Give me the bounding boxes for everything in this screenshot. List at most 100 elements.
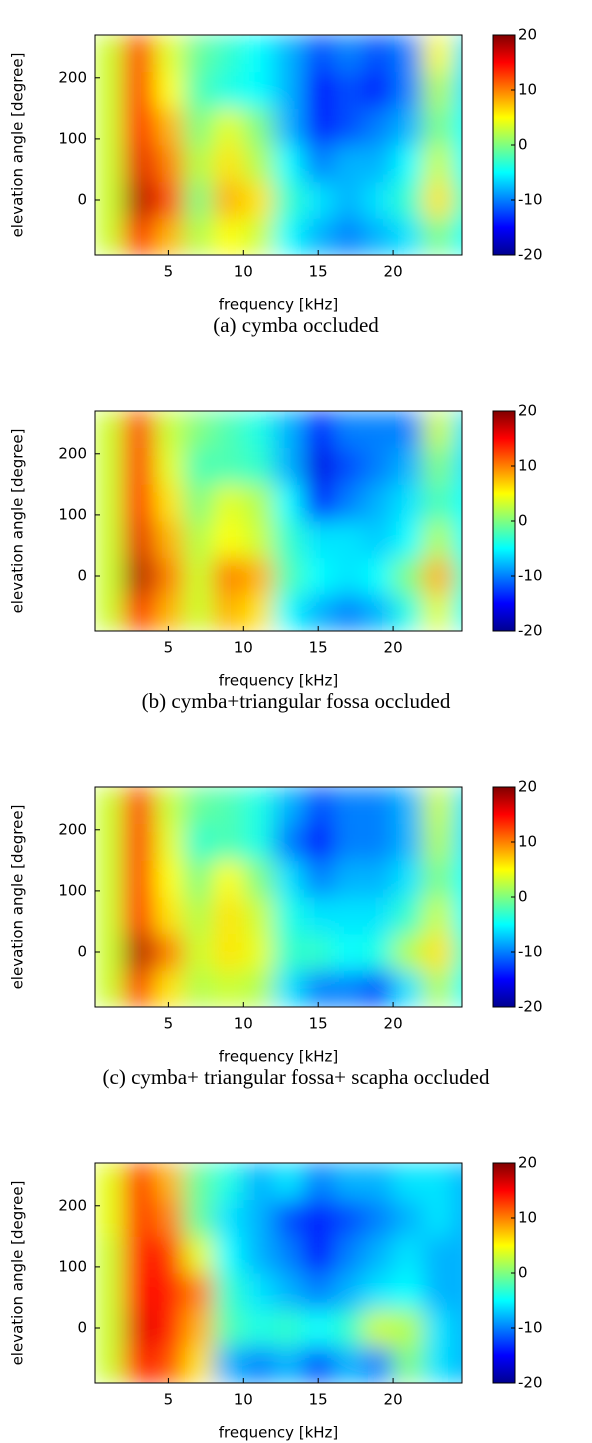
- heatmap-cell: [153, 71, 184, 109]
- heatmap-cell: [183, 145, 214, 183]
- heatmap-cell: [153, 823, 184, 861]
- heatmap-cell: [303, 860, 334, 898]
- heatmap-cell: [153, 181, 184, 219]
- heatmap-cell: [183, 181, 214, 219]
- heatmap-cell: [393, 71, 424, 109]
- colorbar-tick-label: 0: [518, 888, 528, 906]
- y-axis-label: elevation angle [degree]: [9, 805, 27, 990]
- heatmap-cell: [123, 860, 154, 898]
- heatmap-cell: [303, 823, 334, 861]
- x-tick-label: 10: [234, 639, 253, 657]
- heatmap-cell: [333, 71, 364, 109]
- x-axis-label: frequency [kHz]: [219, 1048, 339, 1066]
- colorbar-tick-label: -10: [518, 567, 543, 585]
- heatmap-cell: [303, 1346, 334, 1383]
- heatmap-cell: [453, 35, 462, 73]
- heatmap-cell: [243, 181, 274, 219]
- heatmap-cell: [363, 521, 394, 559]
- heatmap-cell: [333, 1273, 364, 1311]
- heatmap-cell: [363, 218, 394, 255]
- heatmap-cell: [213, 557, 244, 595]
- heatmap-cell: [243, 860, 274, 898]
- colorbar-tick-label: -20: [518, 1374, 543, 1392]
- heatmap-cell: [183, 897, 214, 935]
- heatmap-cell: [95, 411, 124, 449]
- heatmap-cell: [243, 71, 274, 109]
- heatmap-cell: [95, 823, 124, 861]
- heatmap-cell: [393, 1346, 424, 1383]
- heatmap-cell: [153, 1236, 184, 1274]
- heatmap-cell: [273, 35, 304, 73]
- colorbar-tick-label: -20: [518, 246, 543, 264]
- heatmap-cell: [333, 557, 364, 595]
- heatmap-cell: [453, 1199, 462, 1237]
- heatmap-cell: [363, 145, 394, 183]
- heatmap-cell: [333, 933, 364, 971]
- heatmap-cell: [123, 823, 154, 861]
- heatmap-cell: [243, 970, 274, 1007]
- x-tick-label: 5: [164, 263, 174, 281]
- x-tick-label: 15: [309, 1391, 328, 1409]
- heatmap-cell: [303, 521, 334, 559]
- heatmap-cell: [153, 933, 184, 971]
- x-tick-label: 20: [384, 1391, 403, 1409]
- heatmap-cell: [393, 181, 424, 219]
- heatmap-cell: [453, 1273, 462, 1311]
- heatmap-cell: [153, 35, 184, 73]
- heatmap-cell: [363, 594, 394, 631]
- heatmap-cell: [123, 787, 154, 825]
- heatmap-cell: [95, 1346, 124, 1383]
- heatmap-area: [95, 1163, 462, 1383]
- heatmap-cell: [303, 411, 334, 449]
- heatmap-cell: [393, 1163, 424, 1201]
- heatmap-cell: [243, 484, 274, 522]
- heatmap-cell: [453, 71, 462, 109]
- heatmap-cell: [213, 484, 244, 522]
- heatmap-cell: [123, 897, 154, 935]
- heatmap-cell: [303, 484, 334, 522]
- heatmap-cell: [153, 1309, 184, 1347]
- heatmap-cell: [213, 1199, 244, 1237]
- heatmap-cell: [423, 1163, 454, 1201]
- heatmap-cell: [333, 35, 364, 73]
- heatmap-cell: [95, 484, 124, 522]
- heatmap-cell: [123, 933, 154, 971]
- heatmap-cell: [153, 521, 184, 559]
- heatmap-cell: [243, 787, 274, 825]
- heatmap-cell: [183, 484, 214, 522]
- y-axis-label: elevation angle [degree]: [9, 429, 27, 614]
- heatmap-cell: [393, 447, 424, 485]
- heatmap-cell: [123, 1309, 154, 1347]
- heatmap-cell: [303, 71, 334, 109]
- heatmap-cell: [453, 897, 462, 935]
- heatmap-cell: [453, 411, 462, 449]
- heatmap-cell: [273, 447, 304, 485]
- heatmap-cell: [213, 594, 244, 631]
- heatmap-cell: [95, 970, 124, 1007]
- heatmap-cell: [423, 181, 454, 219]
- heatmap-cell: [393, 484, 424, 522]
- heatmap-cell: [453, 145, 462, 183]
- heatmap-cell: [333, 594, 364, 631]
- heatmap-cell: [213, 1346, 244, 1383]
- plot-frame: [94, 410, 463, 632]
- heatmap-cell: [153, 411, 184, 449]
- heatmap-cell: [363, 1199, 394, 1237]
- colorbar-tick-label: 20: [518, 778, 537, 796]
- heatmap-cell: [123, 1199, 154, 1237]
- heatmap-cell: [183, 787, 214, 825]
- heatmap-cell: [273, 1236, 304, 1274]
- heatmap-cell: [423, 860, 454, 898]
- heatmap-cell: [95, 594, 124, 631]
- colorbar-tick-label: -10: [518, 191, 543, 209]
- heatmap-cell: [423, 897, 454, 935]
- heatmap-cell: [363, 860, 394, 898]
- heatmap-cell: [243, 35, 274, 73]
- y-tick-label: 100: [58, 881, 87, 899]
- y-tick-label: 100: [58, 129, 87, 147]
- heatmap-cell: [243, 411, 274, 449]
- caption: (a) cymba occluded: [213, 313, 379, 337]
- heatmap-cell: [153, 594, 184, 631]
- heatmap-cell: [95, 108, 124, 146]
- heatmap-cell: [153, 447, 184, 485]
